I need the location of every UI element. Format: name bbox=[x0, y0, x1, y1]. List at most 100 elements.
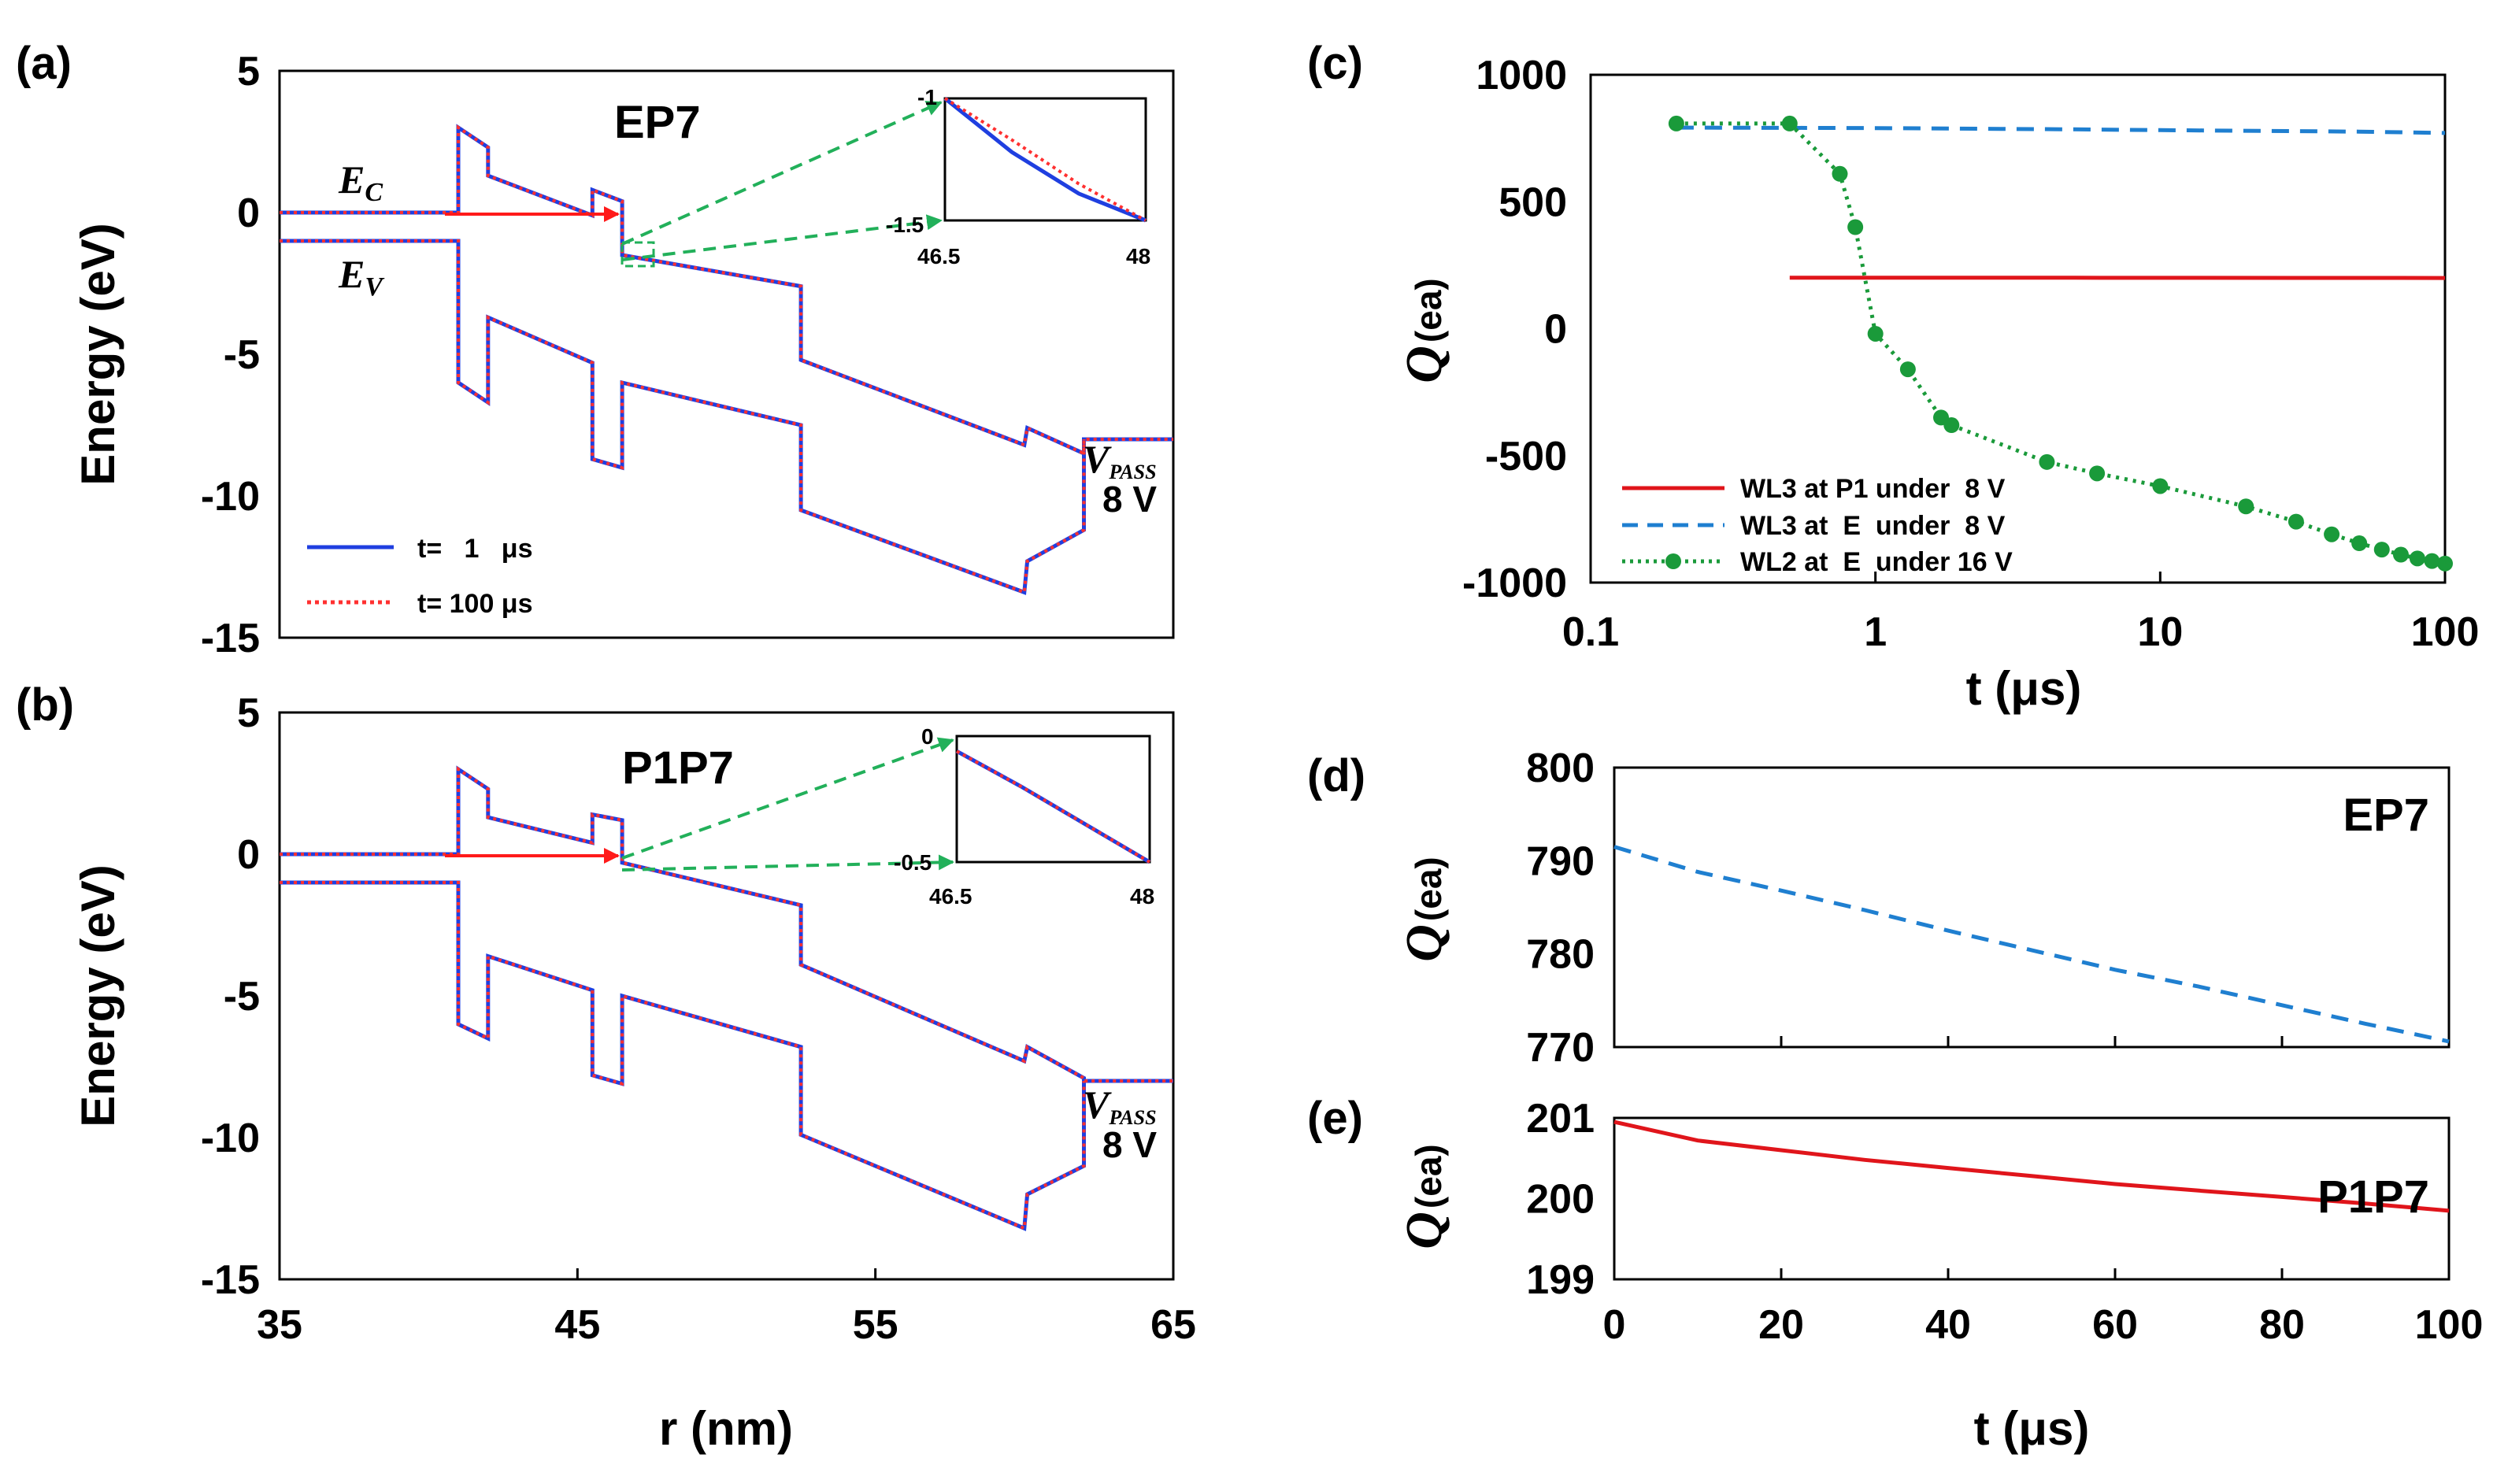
y-tick-label: 0 bbox=[237, 191, 260, 236]
x-tick-label: 40 bbox=[1925, 1302, 1971, 1348]
panel-b-ylabel: Energy (eV) bbox=[72, 864, 124, 1127]
panel-a-series bbox=[280, 124, 1173, 595]
panel-a-title: EP7 bbox=[614, 97, 701, 148]
panel-e-x-ticks: 0 20 40 60 80 100 bbox=[1603, 1268, 2483, 1348]
data-point bbox=[2089, 465, 2106, 482]
panel-c-series bbox=[1668, 115, 2453, 572]
panel-b-zoom-arrow-top bbox=[621, 737, 954, 860]
data-point bbox=[2373, 542, 2390, 558]
panel-a-inset-xtick-right: 48 bbox=[1126, 244, 1150, 268]
y-tick-label: -15 bbox=[201, 616, 260, 661]
data-point bbox=[2039, 453, 2055, 470]
panel-d-title: EP7 bbox=[2343, 790, 2429, 841]
panel-c-legend-label-3: WL2 at E under 16 V bbox=[1740, 547, 2013, 577]
panel-a-legend-label-2: t= 100 μs bbox=[417, 589, 533, 619]
data-point bbox=[1943, 417, 1960, 434]
panel-b-y-ticks: 5 0 -5 -10 -15 bbox=[201, 690, 260, 1303]
data-point bbox=[1867, 325, 1884, 342]
panel-b-inset-xtick-right: 48 bbox=[1130, 884, 1154, 909]
panel-c-y-ticks: 1000 500 0 -500 -1000 bbox=[1462, 53, 1567, 606]
data-point bbox=[2351, 535, 2368, 552]
panel-b-frame bbox=[278, 711, 1175, 1281]
x-tick-label: 20 bbox=[1758, 1302, 1804, 1348]
panel-a-y-ticks: 5 0 -5 -10 -15 bbox=[201, 49, 260, 661]
panel-a-inset-ytick-top: -1 bbox=[917, 85, 937, 109]
y-tick-label: 500 bbox=[1499, 179, 1567, 225]
y-tick-label: 201 bbox=[1526, 1096, 1595, 1142]
panel-a-frame bbox=[278, 69, 1175, 639]
panel-d-x-ticks bbox=[1613, 1036, 2451, 1047]
series-line bbox=[280, 765, 1173, 1083]
panel-a-ev-label: EV bbox=[338, 252, 384, 302]
panel-b-zoom-arrow-bottom bbox=[621, 854, 954, 872]
x-tick-label: 60 bbox=[2092, 1302, 2138, 1348]
data-point bbox=[1668, 115, 1684, 131]
x-tick-label: 0 bbox=[1603, 1302, 1626, 1348]
y-tick-label: -5 bbox=[224, 332, 260, 378]
x-tick-label: 45 bbox=[554, 1302, 600, 1348]
data-point bbox=[2288, 513, 2304, 530]
series-line bbox=[280, 124, 1173, 457]
y-tick-label: -5 bbox=[224, 974, 260, 1020]
y-tick-label: 0 bbox=[237, 832, 260, 878]
data-point bbox=[2324, 526, 2340, 542]
panel-d-frame bbox=[1613, 766, 2451, 1049]
x-tick-label: 55 bbox=[853, 1302, 898, 1348]
panel-a-inset-frame bbox=[943, 97, 1147, 222]
panel-d-charge-ep7: 800 790 780 770 EP7 Q(ea) bbox=[1395, 746, 2451, 1071]
data-point bbox=[2152, 478, 2169, 494]
data-point bbox=[2437, 555, 2453, 572]
panel-b-inset-xtick-left: 46.5 bbox=[929, 884, 972, 909]
panel-e-ylabel: Q(ea) bbox=[1395, 1144, 1453, 1249]
x-tick-label: 0.1 bbox=[1562, 609, 1619, 655]
panel-a-inset-ytick-bottom: -1.5 bbox=[886, 213, 924, 237]
panel-b-inset-frame bbox=[955, 735, 1151, 864]
panel-a-legend: t= 1 μs t= 100 μs bbox=[307, 534, 533, 619]
panel-a-energy-band-ep7: 5 0 -5 -10 -15 EP7 Energy (eV) EC EV VPASS 8… bbox=[72, 49, 1175, 661]
series-line bbox=[280, 124, 1173, 457]
series-line bbox=[280, 239, 1086, 595]
panel-label-c: (c) bbox=[1307, 38, 1363, 89]
y-tick-label: 800 bbox=[1526, 746, 1595, 791]
panel-b-vpass-value: 8 V bbox=[1102, 1124, 1157, 1165]
panel-b-inset-ytick-bottom: -0.5 bbox=[894, 850, 932, 875]
series-line bbox=[1676, 125, 2446, 135]
data-point bbox=[1899, 361, 1916, 378]
panel-c-legend-label-1: WL3 at P1 under 8 V bbox=[1740, 474, 2006, 504]
y-tick-label: 199 bbox=[1526, 1257, 1595, 1303]
series-line bbox=[1613, 845, 2450, 1044]
panel-b-title: P1P7 bbox=[622, 742, 734, 794]
panel-b-inset-ytick-top: 0 bbox=[921, 724, 934, 749]
panel-a-inset-xtick-left: 46.5 bbox=[917, 244, 961, 268]
panel-b-energy-band-p1p7: 5 0 -5 -10 -15 35 45 55 65 P1P7 Energy (eV) r (… bbox=[72, 690, 1196, 1455]
panel-label-d: (d) bbox=[1307, 750, 1365, 801]
data-point bbox=[2424, 553, 2440, 569]
y-tick-label: -1000 bbox=[1462, 561, 1567, 606]
panel-label-e: (e) bbox=[1307, 1093, 1363, 1144]
panel-e-series bbox=[1613, 1119, 2450, 1213]
panel-e-xlabel: t (μs) bbox=[1974, 1402, 2090, 1455]
y-tick-label: 790 bbox=[1526, 838, 1595, 884]
x-tick-label: 80 bbox=[2259, 1302, 2305, 1348]
panel-c-legend-marker-3 bbox=[1665, 553, 1681, 569]
panel-c-legend: WL3 at P1 under 8 V WL3 at E under 8 V W… bbox=[1622, 474, 2013, 577]
series-line bbox=[956, 749, 1151, 864]
panel-c-xlabel: t (μs) bbox=[1966, 662, 2082, 715]
data-point bbox=[2392, 546, 2409, 563]
x-tick-label: 1 bbox=[1864, 609, 1887, 655]
panel-c-charge-vs-time-log: 1000 500 0 -500 -1000 0.1 1 10 100 Q(ea) t (μs)… bbox=[1395, 53, 2479, 715]
data-point bbox=[2409, 550, 2425, 567]
panel-a-ylabel: Energy (eV) bbox=[72, 223, 124, 485]
panel-b-series bbox=[280, 765, 1173, 1231]
y-tick-label: -15 bbox=[201, 1257, 260, 1303]
panel-c-ylabel: Q(ea) bbox=[1395, 278, 1453, 383]
panel-b-vpass-label: VPASS bbox=[1083, 1082, 1157, 1129]
panel-label-a: (a) bbox=[16, 38, 72, 89]
y-tick-label: 1000 bbox=[1476, 53, 1567, 98]
panel-a-ec-label: EC bbox=[338, 157, 383, 207]
panel-a-zoom-arrow-top bbox=[621, 101, 943, 246]
panel-a-vpass-value: 8 V bbox=[1102, 479, 1157, 520]
panel-c-x-ticks: 0.1 1 10 100 bbox=[1562, 572, 2479, 655]
series-line bbox=[955, 749, 1151, 864]
